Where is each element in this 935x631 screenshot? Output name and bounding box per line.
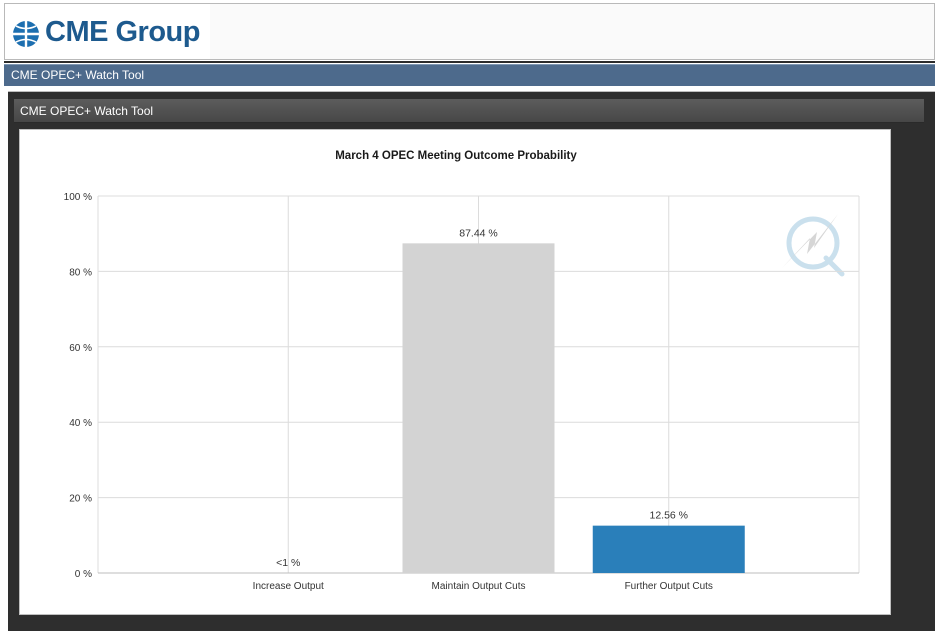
data-label: 87.44 % [459,227,498,239]
x-tick-label: Increase Output [253,581,324,592]
logo-text: CME Group [45,16,201,48]
x-tick-label: Further Output Cuts [625,581,713,592]
nav-title[interactable]: CME OPEC+ Watch Tool [11,68,145,82]
data-label: 12.56 % [649,510,688,522]
site-header: CME Group [4,3,935,60]
probability-chart: March 4 OPEC Meeting Outcome Probability… [64,150,860,592]
y-tick-label: 40 % [69,418,92,429]
globe-icon [13,21,39,47]
chart-title: March 4 OPEC Meeting Outcome Probability [335,150,577,162]
y-tick-label: 20 % [69,494,92,505]
panel-title: CME OPEC+ Watch Tool [20,104,154,118]
chart-container: March 4 OPEC Meeting Outcome Probability… [19,129,891,615]
panel-header: CME OPEC+ Watch Tool [14,99,924,123]
data-label: <1 % [276,557,300,569]
y-tick-label: 100 % [64,192,92,203]
bar-further-output-cuts[interactable] [592,525,745,573]
header-divider [4,61,935,63]
x-tick-label: Maintain Output Cuts [432,581,526,592]
q-logo-icon [782,214,845,277]
y-tick-label: 0 % [75,569,92,580]
cme-logo[interactable]: CME Group [5,4,210,59]
y-tick-label: 60 % [69,343,92,354]
y-tick-label: 80 % [69,267,92,278]
tool-panel: CME OPEC+ Watch Tool March 4 OPEC Meetin… [8,91,935,631]
bar-maintain-output-cuts[interactable] [402,243,555,573]
nav-bar: CME OPEC+ Watch Tool [4,64,935,86]
